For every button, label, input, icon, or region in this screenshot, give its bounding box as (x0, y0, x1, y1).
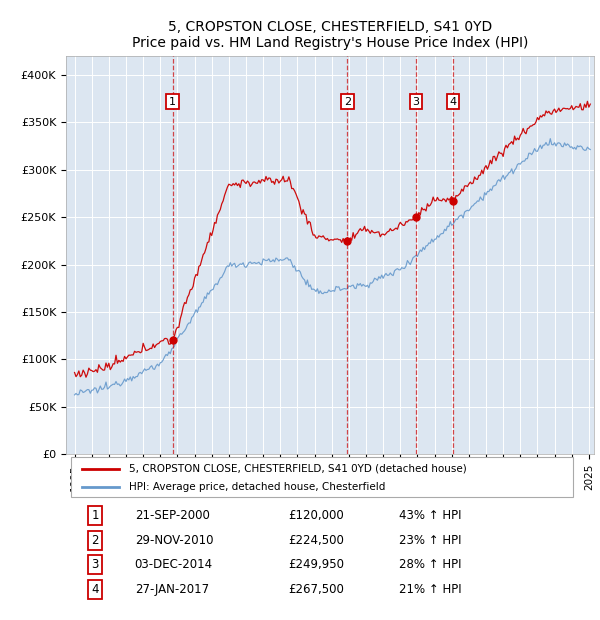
Text: 2: 2 (344, 97, 351, 107)
Text: 43% ↑ HPI: 43% ↑ HPI (398, 509, 461, 522)
Text: 1: 1 (169, 97, 176, 107)
Text: 1: 1 (91, 509, 99, 522)
Text: 3: 3 (413, 97, 419, 107)
Text: £224,500: £224,500 (288, 534, 344, 547)
Text: 4: 4 (91, 583, 99, 596)
Text: 23% ↑ HPI: 23% ↑ HPI (398, 534, 461, 547)
Text: 21% ↑ HPI: 21% ↑ HPI (398, 583, 461, 596)
Title: 5, CROPSTON CLOSE, CHESTERFIELD, S41 0YD
Price paid vs. HM Land Registry's House: 5, CROPSTON CLOSE, CHESTERFIELD, S41 0YD… (132, 20, 528, 50)
Text: 27-JAN-2017: 27-JAN-2017 (134, 583, 209, 596)
Text: 4: 4 (449, 97, 457, 107)
Text: 28% ↑ HPI: 28% ↑ HPI (398, 558, 461, 571)
Text: £120,000: £120,000 (288, 509, 344, 522)
Text: 2: 2 (91, 534, 99, 547)
Text: 29-NOV-2010: 29-NOV-2010 (134, 534, 213, 547)
Text: £249,950: £249,950 (288, 558, 344, 571)
Text: £267,500: £267,500 (288, 583, 344, 596)
Text: HPI: Average price, detached house, Chesterfield: HPI: Average price, detached house, Ches… (130, 482, 386, 492)
Text: 5, CROPSTON CLOSE, CHESTERFIELD, S41 0YD (detached house): 5, CROPSTON CLOSE, CHESTERFIELD, S41 0YD… (130, 464, 467, 474)
Text: 03-DEC-2014: 03-DEC-2014 (134, 558, 213, 571)
Bar (71, 458, 573, 497)
Text: 21-SEP-2000: 21-SEP-2000 (134, 509, 209, 522)
Text: 3: 3 (91, 558, 99, 571)
